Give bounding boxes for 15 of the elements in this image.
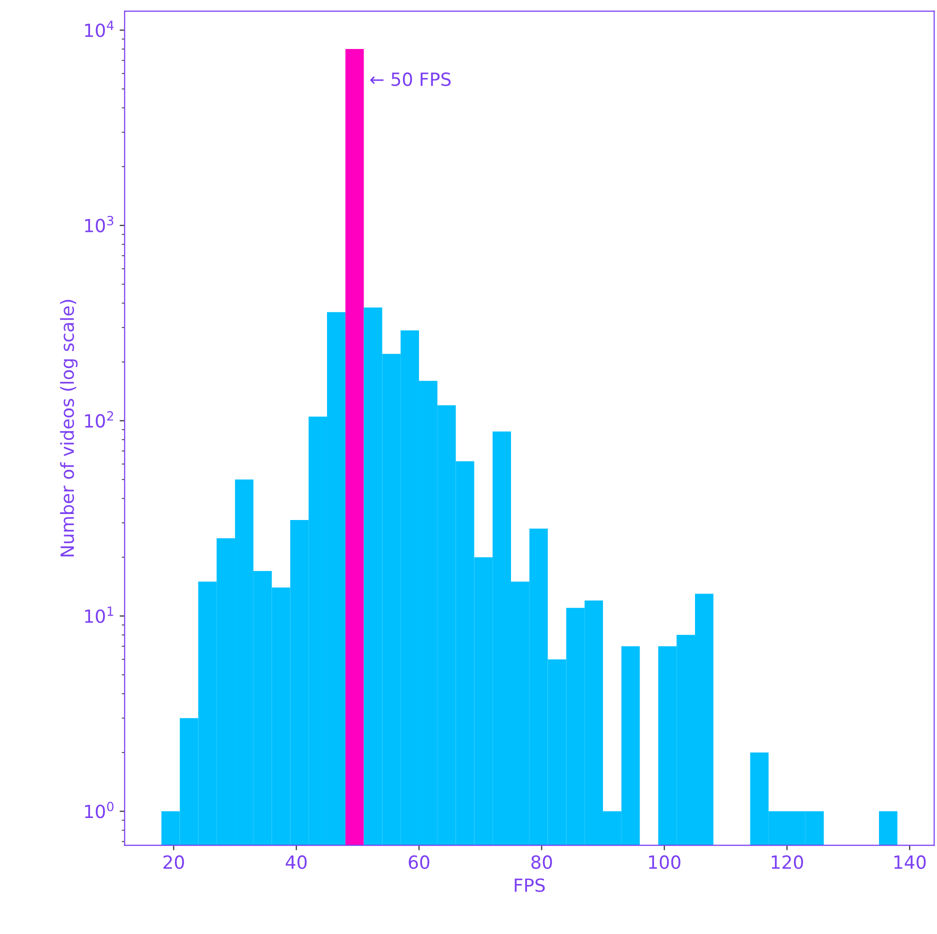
x-tick-label: 100 — [649, 855, 680, 869]
y-tick-label: 10$^{0}$ — [85, 802, 114, 818]
y-tick-label: 10$^{1}$ — [85, 606, 114, 624]
x-tick-label: 140 — [894, 855, 926, 869]
y-axis-title: Number of videos (log scale) — [60, 300, 78, 556]
x-tick-label: 60 — [408, 855, 430, 869]
x-tick-label: 40 — [286, 855, 307, 869]
x-axis-title: FPS — [514, 878, 545, 892]
x-tick-label: 120 — [772, 855, 804, 869]
annotation: ← 50 FPS — [370, 72, 451, 86]
y-tick-label: 10$^{4}$ — [85, 20, 114, 38]
x-tick-label: 80 — [531, 855, 552, 869]
y-tick-label: 10$^{2}$ — [85, 411, 114, 428]
y-tick-label: 10$^{3}$ — [85, 216, 114, 232]
x-tick-label: 20 — [164, 855, 184, 869]
